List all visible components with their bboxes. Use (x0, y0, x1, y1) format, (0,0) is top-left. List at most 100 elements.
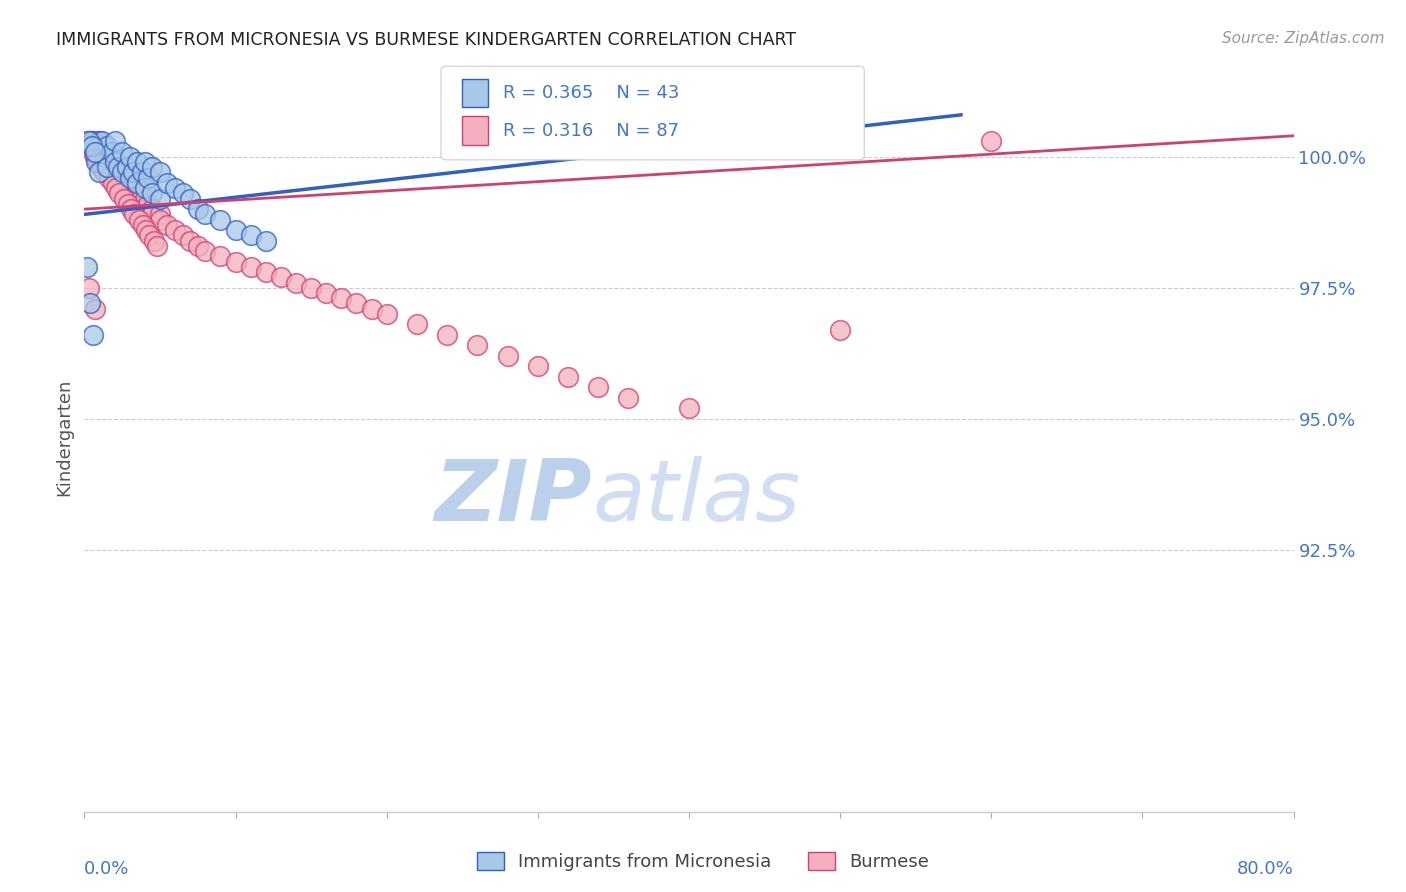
Legend: Immigrants from Micronesia, Burmese: Immigrants from Micronesia, Burmese (470, 846, 936, 879)
Point (131, 186, 153, 201)
Point (80, 134, 103, 148)
Point (285, 276, 308, 290)
Point (225, 223, 247, 237)
Point (89, 165, 111, 179)
Point (149, 192, 172, 206)
Point (121, 176, 143, 190)
Point (141, 207, 163, 221)
Point (104, 155, 127, 169)
Point (79, 296, 101, 310)
Point (84, 150, 107, 164)
Point (101, 176, 124, 190)
Point (90, 160, 112, 174)
Point (82, 145, 104, 159)
Point (91, 139, 114, 153)
Point (82, 327, 104, 342)
Text: Source: ZipAtlas.com: Source: ZipAtlas.com (1222, 31, 1385, 46)
Point (141, 186, 163, 201)
Point (360, 301, 382, 316)
Point (467, 338, 489, 352)
Point (105, 181, 128, 195)
Text: atlas: atlas (592, 456, 800, 539)
Point (330, 291, 353, 305)
Point (122, 207, 145, 221)
Point (118, 150, 141, 164)
Text: R = 0.316    N = 87: R = 0.316 N = 87 (503, 121, 679, 140)
Point (149, 212, 172, 227)
Point (134, 202, 156, 216)
Point (156, 176, 179, 190)
Text: R = 0.365    N = 43: R = 0.365 N = 43 (503, 84, 679, 103)
Point (239, 228, 262, 243)
Point (97, 170, 120, 185)
Point (77, 134, 100, 148)
Y-axis label: Kindergarten: Kindergarten (55, 378, 73, 496)
Point (76, 134, 98, 148)
Point (118, 170, 141, 185)
Point (89, 150, 111, 164)
Point (225, 254, 247, 268)
Point (96, 160, 118, 174)
Point (111, 160, 134, 174)
Point (89, 134, 111, 148)
Point (299, 281, 322, 295)
Point (132, 218, 155, 232)
Point (179, 192, 201, 206)
Point (142, 234, 165, 248)
Point (209, 249, 232, 263)
Bar (461, 116, 488, 145)
FancyBboxPatch shape (441, 66, 865, 160)
Point (239, 260, 262, 274)
Point (187, 239, 209, 253)
Point (406, 318, 429, 332)
Point (375, 307, 398, 321)
Point (165, 181, 187, 195)
Point (141, 202, 163, 216)
Point (254, 234, 277, 248)
Point (107, 176, 129, 190)
Text: ZIP: ZIP (434, 456, 592, 539)
Point (980, 134, 1002, 148)
Point (89, 134, 111, 148)
Point (96, 145, 118, 159)
Point (141, 160, 163, 174)
Point (315, 285, 337, 300)
Point (254, 265, 277, 279)
Point (270, 270, 292, 285)
Point (118, 192, 141, 206)
Point (77, 281, 100, 295)
Bar (461, 78, 488, 107)
Point (149, 165, 172, 179)
Point (117, 197, 139, 211)
Point (194, 207, 217, 221)
Point (136, 170, 159, 185)
Point (80, 139, 103, 153)
Point (84, 301, 107, 316)
Point (127, 176, 149, 190)
Point (77, 134, 100, 148)
Point (93, 165, 115, 179)
Point (76, 260, 98, 274)
Point (127, 197, 149, 211)
Point (194, 244, 217, 258)
Point (115, 165, 138, 179)
Text: 0.0%: 0.0% (84, 861, 129, 879)
Point (172, 186, 194, 201)
Point (104, 134, 127, 148)
Point (91, 155, 114, 169)
Point (86, 155, 108, 169)
Point (118, 170, 141, 185)
Point (96, 139, 118, 153)
Point (87, 155, 110, 169)
Point (104, 155, 127, 169)
Point (135, 223, 157, 237)
Point (91, 134, 114, 148)
Point (149, 207, 172, 221)
Point (209, 212, 232, 227)
Point (557, 369, 579, 384)
Point (156, 218, 179, 232)
Point (112, 192, 135, 206)
Point (107, 160, 129, 174)
Point (96, 160, 118, 174)
Point (496, 349, 519, 363)
